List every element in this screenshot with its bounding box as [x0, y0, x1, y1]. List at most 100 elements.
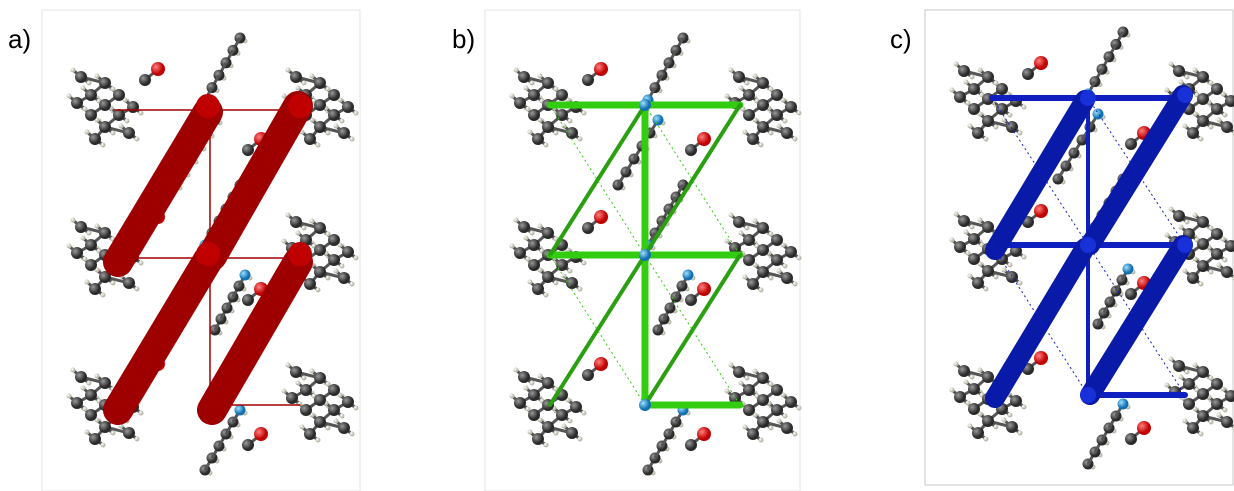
atom: [350, 282, 355, 287]
atom: [568, 419, 573, 424]
atom: [67, 394, 72, 399]
atom: [1125, 288, 1137, 300]
atom: [745, 376, 750, 381]
atom: [771, 234, 783, 246]
atom: [769, 232, 774, 237]
atom: [697, 427, 711, 441]
atom: [304, 428, 316, 440]
atom: [350, 432, 355, 437]
atom: [99, 421, 111, 433]
atom: [554, 281, 559, 286]
atom: [111, 281, 116, 286]
atom: [544, 143, 549, 148]
atom: [759, 143, 764, 148]
atom: [996, 83, 1008, 95]
atom: [99, 377, 111, 389]
atom: [771, 254, 783, 266]
atom: [733, 366, 745, 378]
atom: [968, 274, 973, 279]
atom: [984, 287, 989, 292]
atom: [314, 244, 326, 256]
atom: [302, 226, 307, 231]
atom: [71, 397, 83, 409]
atom: [350, 137, 355, 142]
figure: a) b) c): [0, 0, 1234, 491]
atom: [282, 239, 287, 244]
atom: [797, 256, 802, 261]
atom: [1197, 366, 1209, 378]
atom: [566, 277, 578, 289]
atom: [314, 99, 326, 111]
atom: [1002, 418, 1007, 423]
atom: [514, 68, 519, 73]
atom: [743, 275, 748, 280]
atom: [334, 419, 339, 424]
atom: [528, 109, 540, 121]
atom: [757, 244, 769, 256]
atom: [528, 409, 540, 421]
node: [196, 94, 220, 118]
atom: [566, 427, 578, 439]
atom: [797, 406, 802, 411]
atom: [119, 124, 124, 129]
atom: [556, 89, 568, 101]
atom: [950, 238, 955, 243]
atom: [67, 94, 72, 99]
atom: [568, 119, 573, 124]
atom: [1125, 138, 1137, 150]
atom: [338, 127, 350, 139]
atom: [518, 221, 530, 233]
atom: [1209, 125, 1214, 130]
atom: [95, 74, 100, 79]
atom: [310, 219, 315, 224]
atom: [71, 97, 83, 109]
atom: [1211, 228, 1223, 240]
atom: [982, 371, 994, 383]
atom: [747, 278, 759, 290]
atom: [1185, 75, 1190, 80]
atom: [296, 381, 301, 386]
atom: [304, 278, 316, 290]
atom: [556, 259, 568, 271]
atom: [725, 239, 730, 244]
atom: [968, 424, 973, 429]
atom: [328, 109, 340, 121]
atom: [1169, 62, 1174, 67]
atom: [685, 439, 697, 451]
atom: [777, 269, 782, 274]
node: [1177, 87, 1193, 103]
node: [639, 249, 651, 261]
atom: [743, 109, 755, 121]
atom: [745, 226, 750, 231]
atom: [99, 121, 111, 133]
atom: [759, 288, 764, 293]
atom: [554, 431, 559, 436]
atom: [87, 381, 92, 386]
atom: [785, 101, 797, 113]
atom: [326, 232, 331, 237]
node: [1080, 90, 1096, 106]
atom: [743, 384, 755, 396]
atom: [75, 371, 87, 383]
atom: [1199, 137, 1204, 142]
atom: [328, 89, 340, 101]
atom: [532, 433, 544, 445]
atom: [354, 111, 359, 116]
node: [1080, 237, 1096, 253]
atom: [769, 276, 774, 281]
atom: [514, 218, 519, 223]
atom: [785, 246, 797, 258]
atom: [958, 65, 970, 77]
atom: [753, 219, 758, 224]
atom: [578, 137, 583, 142]
atom: [966, 251, 971, 256]
atom: [1022, 405, 1027, 410]
atom: [1165, 88, 1170, 93]
atom: [771, 404, 783, 416]
atom: [769, 382, 774, 387]
atom: [1197, 410, 1209, 422]
atom: [111, 431, 116, 436]
atom: [968, 383, 980, 395]
atom: [781, 422, 793, 434]
atom: [240, 270, 251, 281]
